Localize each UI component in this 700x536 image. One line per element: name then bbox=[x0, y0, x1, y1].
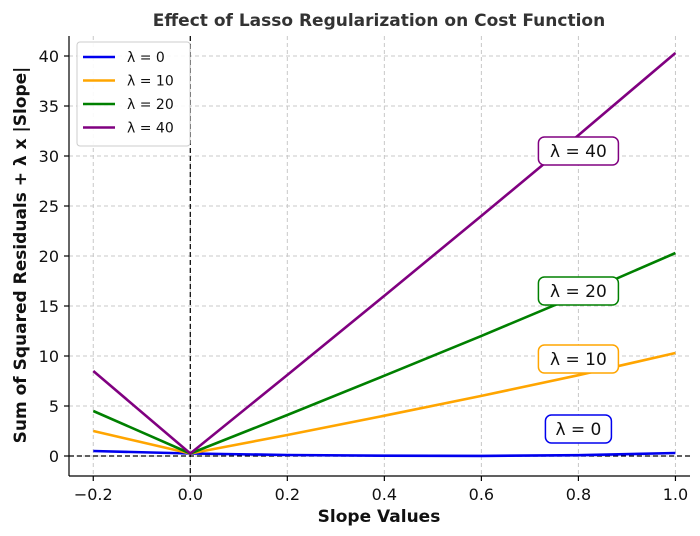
y-tick-label: 35 bbox=[39, 97, 59, 116]
y-tick-label: 20 bbox=[39, 247, 59, 266]
legend-label: λ = 20 bbox=[127, 97, 174, 113]
annotation-label: λ = 10 bbox=[550, 350, 607, 370]
y-tick-label: 5 bbox=[49, 397, 59, 416]
y-tick-label: 25 bbox=[39, 197, 59, 216]
x-tick-label: 1.0 bbox=[663, 485, 688, 504]
legend-label: λ = 40 bbox=[127, 121, 174, 137]
y-tick-label: 40 bbox=[39, 47, 59, 66]
x-tick-label: 0.4 bbox=[372, 485, 397, 504]
annotations: λ = 40 λ = 20 λ = 10 λ = 0 bbox=[537, 136, 620, 444]
x-tick-label: 0.8 bbox=[566, 485, 591, 504]
legend-label: λ = 10 bbox=[127, 74, 174, 90]
annotation-box bbox=[537, 136, 620, 166]
x-tick-label: 0.6 bbox=[469, 485, 494, 504]
series-lines bbox=[92, 52, 677, 458]
y-tick-label: 0 bbox=[49, 447, 59, 466]
x-tick-label: 0.0 bbox=[178, 485, 203, 504]
annotation-box bbox=[537, 276, 620, 306]
annotation-label: λ = 20 bbox=[550, 282, 607, 302]
axes: −0.2 0.0 0.2 0.4 0.6 0.8 1.0 0 5 10 15 20 25 30 35 40 bbox=[39, 36, 690, 504]
legend-box bbox=[76, 41, 191, 147]
y-tick-label: 30 bbox=[39, 147, 59, 166]
legend: λ = 0 λ = 10 λ = 20 λ = 40 bbox=[76, 41, 191, 147]
annotation-box bbox=[544, 414, 613, 444]
x-tick-label: 0.2 bbox=[275, 485, 300, 504]
annotation-label: λ = 40 bbox=[550, 142, 607, 162]
y-tick-label: 15 bbox=[39, 297, 59, 316]
x-axis-label: Slope Values bbox=[318, 507, 441, 527]
annotation-box bbox=[537, 344, 620, 374]
legend-label: λ = 0 bbox=[127, 50, 165, 66]
y-axis-label: Sum of Squared Residuals + λ x |Slope| bbox=[11, 67, 31, 444]
x-tick-label: −0.2 bbox=[74, 485, 113, 504]
series-line bbox=[92, 52, 677, 455]
annotation-label: λ = 0 bbox=[555, 420, 601, 440]
chart-title: Effect of Lasso Regularization on Cost F… bbox=[153, 11, 605, 31]
y-tick-label: 10 bbox=[39, 347, 59, 366]
